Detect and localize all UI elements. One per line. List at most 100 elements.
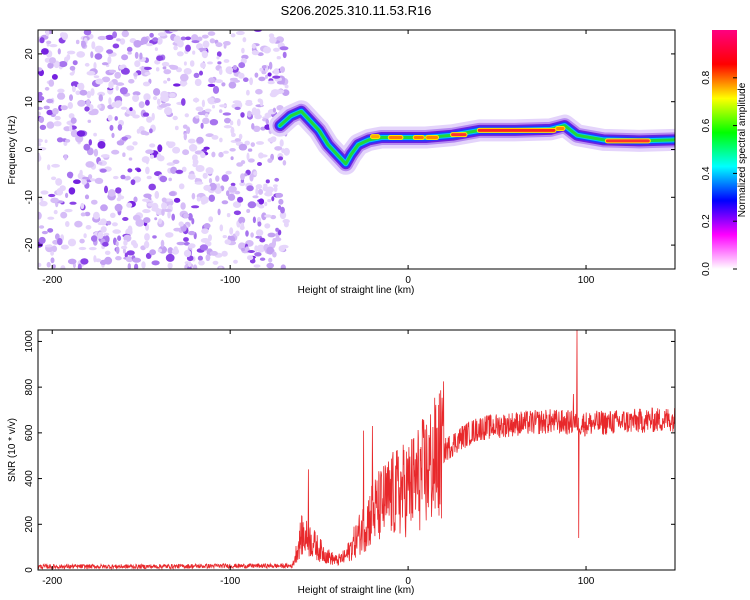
spectrogram-noise-blob [80,202,85,210]
spectrogram-noise-blob [201,34,209,39]
spectrogram-noise-blob [269,36,277,44]
spectrogram-noise-blob [160,90,169,99]
spectrogram-noise-blob [53,209,58,215]
snr-y-tick-label: 600 [24,424,35,441]
snr-y-tick-label: 0 [24,567,35,573]
spectrogram-x-tick-label: 0 [405,275,411,286]
spectrogram-noise-blob [183,61,187,66]
spectrogram-noise-blob [108,81,114,89]
spectrogram-noise-blob [38,142,42,147]
spectrogram-noise-blob [144,72,151,76]
spectrogram-noise-blob [104,185,108,194]
spectrogram-noise-blob [100,218,107,226]
spectrogram-noise-blob [47,228,54,233]
spectrogram-noise-blob [149,249,157,256]
spectrogram-noise-blob [144,233,150,241]
spectrogram-noise-blob [69,94,73,101]
spectrogram-noise-blob [68,124,73,132]
spectrogram-noise-blob [246,89,250,96]
spectrogram-noise-blob [70,117,77,124]
spectrogram-noise-blob [168,191,176,196]
spectrogram-noise-blob [60,244,69,250]
spectrogram-noise-blob [219,104,227,108]
snr-x-tick-label: -200 [42,576,62,587]
spectrogram-noise-blob [234,106,241,110]
spectrogram-noise-blob [66,171,74,178]
spectrogram-noise-blob [46,109,53,116]
spectrogram-noise-blob [172,115,178,121]
spectrogram-noise-blob [97,35,107,41]
spectrogram-x-tick-label: 100 [578,275,595,286]
spectrogram-noise-blob [267,199,272,203]
spectrogram-noise-blob [258,204,265,209]
spectrogram-noise-blob [202,117,210,125]
spectrogram-noise-blob [238,62,246,69]
spectrogram-noise-blob [132,214,141,221]
spectrogram-noise-blob [191,218,195,225]
spectrogram-noise-blob [151,260,160,266]
spectrogram-noise-blob [90,51,94,59]
spectrogram-noise-blob [251,123,255,130]
spectrogram-noise-blob [169,141,176,147]
spectrogram-noise-blob [181,98,186,106]
spectrogram-noise-blob [114,116,118,121]
spectrogram-noise-blob [40,190,49,195]
spectrogram-noise-blob [97,231,104,239]
spectrogram-noise-blob [55,178,63,186]
spectrogram-noise-blob [103,232,110,236]
spectrogram-noise-blob [83,30,92,36]
spectrogram-noise-blob [223,125,232,129]
spectrogram-noise-blob [106,220,112,226]
spectrogram-noise-blob [259,237,266,243]
spectrogram-noise-blob [254,252,262,257]
spectrogram-noise-blob [119,38,126,45]
spectrogram-noise-blob [147,202,154,207]
spectrogram-noise-blob [75,90,81,96]
spectrogram-noise-blob [194,78,202,87]
spectrogram-noise-blob [101,76,111,83]
spectrogram-noise-blob [101,62,109,66]
spectrogram-noise-blob [209,250,218,256]
spectrogram-noise-blob [67,238,77,247]
spectrogram-noise-blob [235,230,240,237]
spectrogram-noise-blob [78,246,87,251]
spectrogram-noise-blob [100,154,110,158]
spectrogram-noise-blob [246,152,250,161]
spectrogram-noise-blob [247,158,255,163]
spectrogram-noise-blob [76,130,86,137]
spectrogram-noise-blob [94,177,104,184]
spectrogram-noise-blob [270,136,277,142]
spectrogram-noise-blob [51,74,58,80]
spectrogram-noise-blob [84,62,90,67]
spectrogram-noise-blob [163,80,168,84]
spectrogram-noise-blob [104,235,110,244]
spectrogram-noise-blob [212,260,219,265]
spectrogram-noise-blob [197,111,205,116]
spectrogram-noise-blob [247,255,254,261]
spectrogram-noise-blob [46,261,51,268]
spectrogram-noise-blob [38,138,43,143]
spectrogram-noise-blob [45,30,50,37]
spectrogram-noise-blob [166,141,171,146]
spectrogram-noise-blob [257,188,264,195]
spectrogram-noise-blob [161,201,168,210]
spectrogram-noise-blob [276,105,284,111]
spectrogram-noise-blob [226,190,230,197]
spectrogram-y-tick-label: -10 [24,190,35,205]
spectrogram-noise-blob [254,245,258,253]
spectrogram-noise-blob [207,83,216,87]
spectrogram-noise-blob [208,178,213,184]
spectrogram-noise-blob [257,52,264,57]
spectrogram-noise-blob [121,54,129,61]
spectrogram-noise-blob [93,211,100,220]
spectrogram-noise-blob [198,47,207,51]
spectrogram-noise-blob [267,232,276,238]
spectrogram-noise-blob [156,98,161,106]
spectrogram-noise-blob [145,99,150,106]
spectrogram-noise-blob [80,212,86,217]
spectrogram-noise-blob [79,89,88,96]
spectrogram-noise-blob [261,65,267,69]
spectrogram-noise-blob [233,210,241,216]
spectrogram-noise-blob [174,125,179,131]
spectrogram-noise-blob [102,241,109,247]
